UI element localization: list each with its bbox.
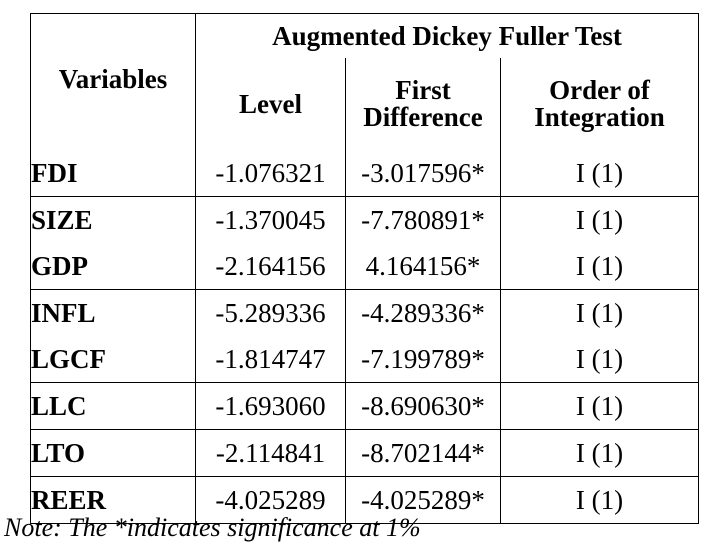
first-difference-cell: -8.702144* [345, 429, 501, 477]
table-row: SIZE -1.370045 -7.780891* I (1) [30, 196, 700, 243]
order-cell: I (1) [499, 336, 700, 383]
level-cell: -2.164156 [195, 243, 346, 290]
level-header: Level [195, 58, 346, 150]
variable-cell: LTO [30, 429, 196, 477]
first-difference-cell: -8.690630* [345, 382, 501, 430]
level-cell: -4.025289 [195, 476, 346, 524]
order-cell: I (1) [499, 382, 700, 430]
level-cell: -1.076321 [195, 150, 346, 197]
level-cell: -1.693060 [195, 382, 346, 430]
adf-test-table: Variables Augmented Dickey Fuller Test L… [30, 13, 700, 524]
order-cell: I (1) [499, 429, 700, 477]
variable-cell: LGCF [30, 336, 196, 383]
first-difference-cell: -4.289336* [345, 289, 501, 336]
first-difference-header-line2: Difference [363, 102, 483, 132]
variable-cell: LLC [30, 382, 196, 430]
variable-cell: SIZE [30, 196, 196, 243]
order-header-line1: Order of [549, 75, 650, 105]
variable-cell: FDI [30, 150, 196, 197]
level-cell: -5.289336 [195, 289, 346, 336]
table-row: INFL -5.289336 -4.289336* I (1) [30, 289, 700, 336]
order-cell: I (1) [499, 196, 700, 243]
order-cell: I (1) [499, 150, 700, 197]
first-difference-header: First Difference [345, 58, 501, 150]
table-row: LLC -1.693060 -8.690630* I (1) [30, 382, 700, 430]
table-row: LGCF -1.814747 -7.199789* I (1) [30, 336, 700, 383]
first-difference-header-line1: First [395, 75, 451, 105]
variable-cell: INFL [30, 289, 196, 336]
table-row: FDI -1.076321 -3.017596* I (1) [30, 150, 700, 197]
first-difference-cell: -3.017596* [345, 150, 501, 197]
first-difference-cell: -7.199789* [345, 336, 501, 383]
first-difference-cell: -7.780891* [345, 196, 501, 243]
variable-cell: GDP [30, 243, 196, 290]
order-cell: I (1) [499, 289, 700, 336]
order-of-integration-header: Order of Integration [499, 58, 700, 150]
table-note: Note: The *indicates significance at 1% [4, 513, 421, 542]
first-difference-cell: 4.164156* [345, 243, 501, 290]
table-row: REER -4.025289 -4.025289* I (1) [30, 476, 700, 524]
variables-header: Variables [30, 13, 196, 150]
level-cell: -2.114841 [195, 429, 346, 477]
order-cell: I (1) [499, 476, 700, 524]
table-row: GDP -2.164156 4.164156* I (1) [30, 243, 700, 290]
level-cell: -1.814747 [195, 336, 346, 383]
order-cell: I (1) [499, 243, 700, 290]
adf-test-header: Augmented Dickey Fuller Test [194, 13, 700, 58]
table-row: LTO -2.114841 -8.702144* I (1) [30, 429, 700, 477]
variable-cell: REER [30, 476, 196, 524]
order-header-line2: Integration [534, 102, 665, 132]
level-cell: -1.370045 [195, 196, 346, 243]
